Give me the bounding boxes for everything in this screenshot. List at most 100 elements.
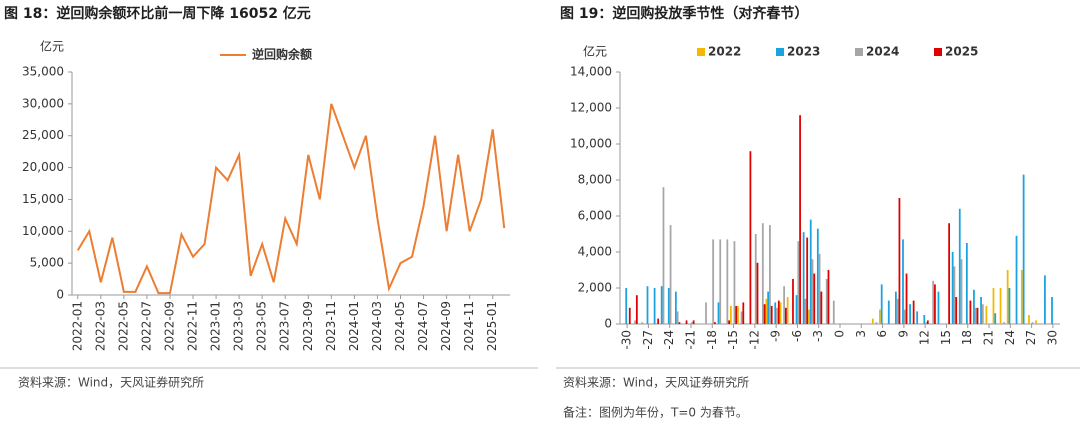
legend-label: 2022	[708, 45, 741, 59]
bar	[728, 320, 730, 324]
y-tick-label: 8,000	[578, 173, 612, 187]
bar	[1035, 320, 1037, 324]
bar	[1006, 270, 1009, 324]
bar	[735, 306, 738, 324]
bar	[795, 295, 798, 324]
bar	[960, 259, 963, 324]
x-tick-label: 6	[875, 330, 889, 338]
bar	[818, 253, 821, 324]
source-note: 资料来源：Wind，天风证券研究所	[18, 375, 204, 390]
x-tick-label: 2023-01	[209, 301, 223, 351]
bar	[981, 304, 984, 324]
bar	[737, 306, 739, 324]
bar	[777, 300, 780, 324]
bar	[669, 225, 672, 324]
bar	[985, 306, 988, 324]
bar	[742, 302, 745, 324]
bar	[678, 322, 681, 324]
bar	[923, 315, 926, 324]
x-tick-label: 27	[1024, 330, 1038, 345]
y-tick-label: 4,000	[578, 245, 612, 259]
bar	[1008, 288, 1011, 324]
bar	[827, 270, 830, 324]
bar	[792, 279, 794, 324]
bar	[769, 225, 771, 324]
bar	[806, 237, 809, 324]
bar	[902, 239, 904, 324]
x-tick-label: 12	[918, 330, 932, 345]
y-tick-label: 10,000	[22, 224, 64, 238]
y-tick-label: 30,000	[22, 96, 64, 110]
bar	[809, 219, 812, 324]
line	[76, 103, 506, 295]
bar	[756, 262, 759, 324]
y-tick-label: 12,000	[570, 101, 612, 115]
bar	[641, 322, 644, 324]
x-tick-label: 2023-09	[301, 301, 315, 351]
bar	[980, 297, 982, 324]
bar	[785, 307, 787, 324]
bar	[646, 286, 649, 324]
x-tick-label: 24	[1003, 330, 1017, 345]
bar	[802, 232, 805, 324]
y-tick-label: 0	[604, 317, 612, 331]
bar	[1022, 174, 1025, 324]
bar	[730, 306, 732, 324]
bar	[754, 234, 757, 324]
bar	[976, 307, 979, 324]
bar	[999, 288, 1002, 324]
bar	[676, 311, 679, 324]
bar	[635, 295, 638, 324]
bar	[628, 307, 631, 324]
bar	[808, 309, 810, 324]
bar	[1044, 275, 1046, 324]
bar	[625, 288, 628, 324]
bar	[667, 288, 670, 324]
bar	[887, 300, 890, 324]
bar	[994, 313, 997, 324]
x-tick-label: 18	[960, 330, 974, 345]
unit-label: 亿元	[583, 44, 607, 59]
bar	[816, 228, 819, 324]
bar	[813, 273, 816, 324]
legend-label: 2025	[945, 45, 978, 59]
x-tick-label: 2022-01	[70, 301, 84, 351]
bar	[774, 302, 777, 324]
bar	[895, 291, 897, 324]
source-note: 资料来源：Wind，天风证券研究所	[563, 375, 749, 390]
y-tick-label: 15,000	[22, 192, 64, 206]
bar	[965, 243, 968, 324]
x-tick-label: 30	[1045, 330, 1059, 345]
x-tick-label: 15	[939, 330, 953, 345]
x-tick-label: 2024-01	[347, 301, 361, 351]
bar	[717, 302, 720, 324]
bar	[740, 311, 743, 324]
bar	[825, 279, 828, 324]
x-tick-label: 2022-03	[93, 301, 107, 351]
bar	[779, 302, 782, 324]
footnote: 备注：图例为年份，T=0 为春节。	[563, 405, 748, 420]
bar	[653, 288, 656, 324]
bar	[880, 284, 883, 324]
bar	[879, 309, 881, 324]
bar	[804, 298, 807, 324]
y-tick-label: 20,000	[22, 160, 64, 174]
x-tick-label: -9	[769, 330, 783, 342]
x-tick-label: 2024-11	[462, 301, 476, 351]
legend-swatch	[776, 48, 784, 56]
bar	[783, 286, 785, 324]
x-tick-label: -24	[662, 330, 676, 350]
bar	[1031, 322, 1034, 324]
legend-label: 逆回购余额	[252, 47, 312, 62]
bar	[974, 307, 977, 324]
x-tick-label: -30	[620, 330, 634, 350]
bar	[662, 187, 665, 324]
chart-title: 图 19：逆回购投放季节性（对齐春节）	[560, 5, 808, 22]
bar	[896, 298, 899, 324]
x-tick-label: 3	[854, 330, 868, 338]
y-tick-label: 6,000	[578, 209, 612, 223]
legend-swatch	[934, 48, 942, 56]
x-tick-label: 2023-11	[324, 301, 338, 351]
y-tick-label: 14,000	[570, 65, 612, 79]
